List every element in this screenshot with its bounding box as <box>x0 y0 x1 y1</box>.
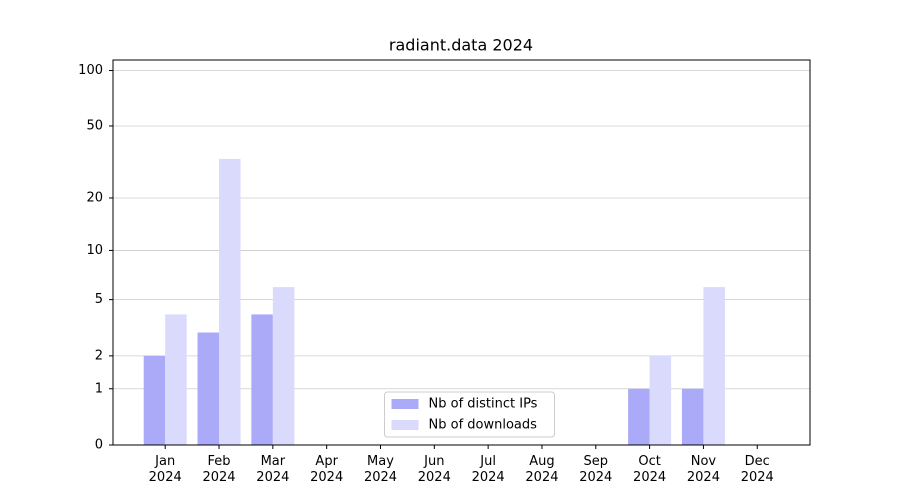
bar <box>272 287 295 445</box>
x-tick-label: Oct 2024 <box>633 454 667 485</box>
y-tick-label: 100 <box>78 63 103 78</box>
chart-title: radiant.data 2024 <box>389 36 533 55</box>
y-tick-label: 20 <box>86 190 103 205</box>
bar <box>219 158 241 445</box>
bar <box>143 355 166 445</box>
y-tick-label: 10 <box>86 243 103 258</box>
plot-frame <box>112 59 811 446</box>
x-tick-label: Mar 2024 <box>256 454 290 485</box>
legend-swatch <box>391 420 419 430</box>
bar <box>703 287 725 445</box>
x-tick-label: May 2024 <box>363 454 398 485</box>
x-tick-label: Jul 2024 <box>471 454 505 485</box>
x-tick-label: Sep 2024 <box>579 454 613 485</box>
y-tick-label: 2 <box>95 348 103 363</box>
legend-box <box>384 391 555 438</box>
bar <box>628 388 650 445</box>
legend-swatch <box>391 399 419 409</box>
x-tick-label: Apr 2024 <box>310 454 344 485</box>
y-tick-label: 5 <box>95 292 103 307</box>
bar <box>197 332 220 445</box>
x-tick-label: Nov 2024 <box>686 454 720 485</box>
y-tick-label: 50 <box>86 118 103 133</box>
x-tick-label: Jan 2024 <box>148 454 182 485</box>
bar <box>649 355 672 445</box>
x-tick-label: Dec 2024 <box>740 454 774 485</box>
legend-label: Nb of downloads <box>429 418 538 433</box>
x-tick-label: Aug 2024 <box>525 454 559 485</box>
bar <box>681 388 704 445</box>
x-tick-label: Feb 2024 <box>202 454 236 485</box>
legend-label: Nb of distinct IPs <box>429 397 538 412</box>
x-tick-label: Jun 2024 <box>417 454 451 485</box>
bar <box>251 314 273 445</box>
bar <box>165 314 187 445</box>
y-tick-label: 1 <box>95 381 103 396</box>
y-tick-label: 0 <box>95 438 103 453</box>
